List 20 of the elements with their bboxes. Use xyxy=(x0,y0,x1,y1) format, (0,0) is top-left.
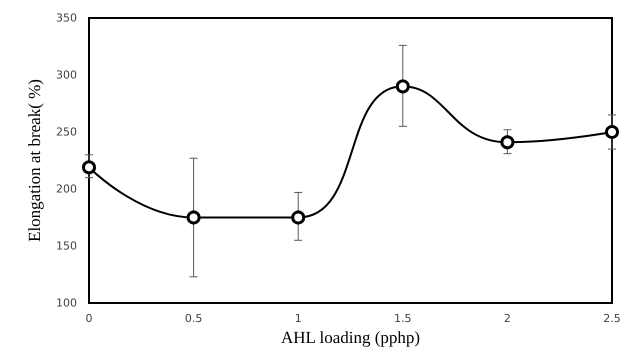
x-tick-label: 1 xyxy=(294,312,302,325)
x-tick-label: 2.5 xyxy=(603,312,621,325)
x-axis-title: AHL loading (pphp) xyxy=(280,328,420,347)
point xyxy=(500,135,514,150)
y-tick-label: 250 xyxy=(56,126,77,138)
x-tick-label: 0.5 xyxy=(184,312,202,325)
y-axis-title: Elongation at break( %) xyxy=(25,79,44,242)
y-tick-label: 350 xyxy=(56,12,77,24)
point xyxy=(291,210,306,224)
y-tick-label: 300 xyxy=(56,68,77,82)
x-tick-label: 2 xyxy=(504,312,511,325)
y-tick-label: 100 xyxy=(56,296,77,310)
point xyxy=(186,210,201,224)
x-tick-label: 1.5 xyxy=(394,312,412,325)
point xyxy=(396,79,410,94)
point xyxy=(605,125,619,139)
y-tick-label: 200 xyxy=(56,182,77,196)
x-tick-label: 0 xyxy=(86,312,92,325)
point xyxy=(82,160,96,174)
y-tick-label: 150 xyxy=(56,240,77,252)
